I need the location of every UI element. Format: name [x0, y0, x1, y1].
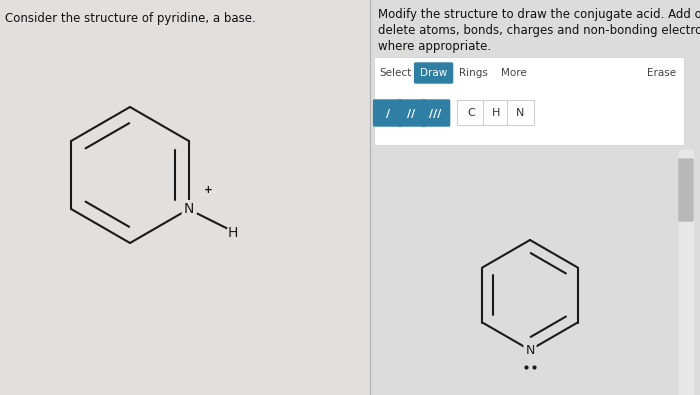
Text: Consider the structure of pyridine, a base.: Consider the structure of pyridine, a ba…	[5, 12, 256, 25]
FancyBboxPatch shape	[398, 100, 426, 126]
Text: N: N	[183, 202, 194, 216]
Text: ///: ///	[429, 109, 442, 118]
Bar	[370, 0, 700, 395]
Text: H: H	[228, 226, 238, 240]
Text: More: More	[500, 68, 526, 79]
Text: /: /	[386, 109, 390, 118]
Text: Rings: Rings	[459, 68, 488, 79]
Bar	[456, 100, 533, 125]
Text: H: H	[491, 109, 500, 118]
Text: Erase: Erase	[648, 68, 677, 79]
Text: //: //	[407, 109, 416, 118]
Text: N: N	[515, 109, 524, 118]
FancyBboxPatch shape	[421, 100, 449, 126]
Bar	[374, 57, 684, 145]
Text: Select: Select	[379, 68, 412, 79]
Text: Draw: Draw	[420, 68, 447, 79]
Text: N: N	[525, 344, 535, 357]
Text: Modify the structure to draw the conjugate acid. Add or: Modify the structure to draw the conjuga…	[377, 8, 700, 21]
Bar	[679, 150, 693, 395]
Text: C: C	[468, 109, 475, 118]
Text: where appropriate.: where appropriate.	[377, 40, 491, 53]
Text: +: +	[204, 185, 212, 195]
FancyBboxPatch shape	[374, 100, 402, 126]
FancyBboxPatch shape	[679, 159, 693, 221]
Text: delete atoms, bonds, charges and non‑bonding electrons: delete atoms, bonds, charges and non‑bon…	[377, 24, 700, 37]
FancyBboxPatch shape	[414, 63, 453, 83]
